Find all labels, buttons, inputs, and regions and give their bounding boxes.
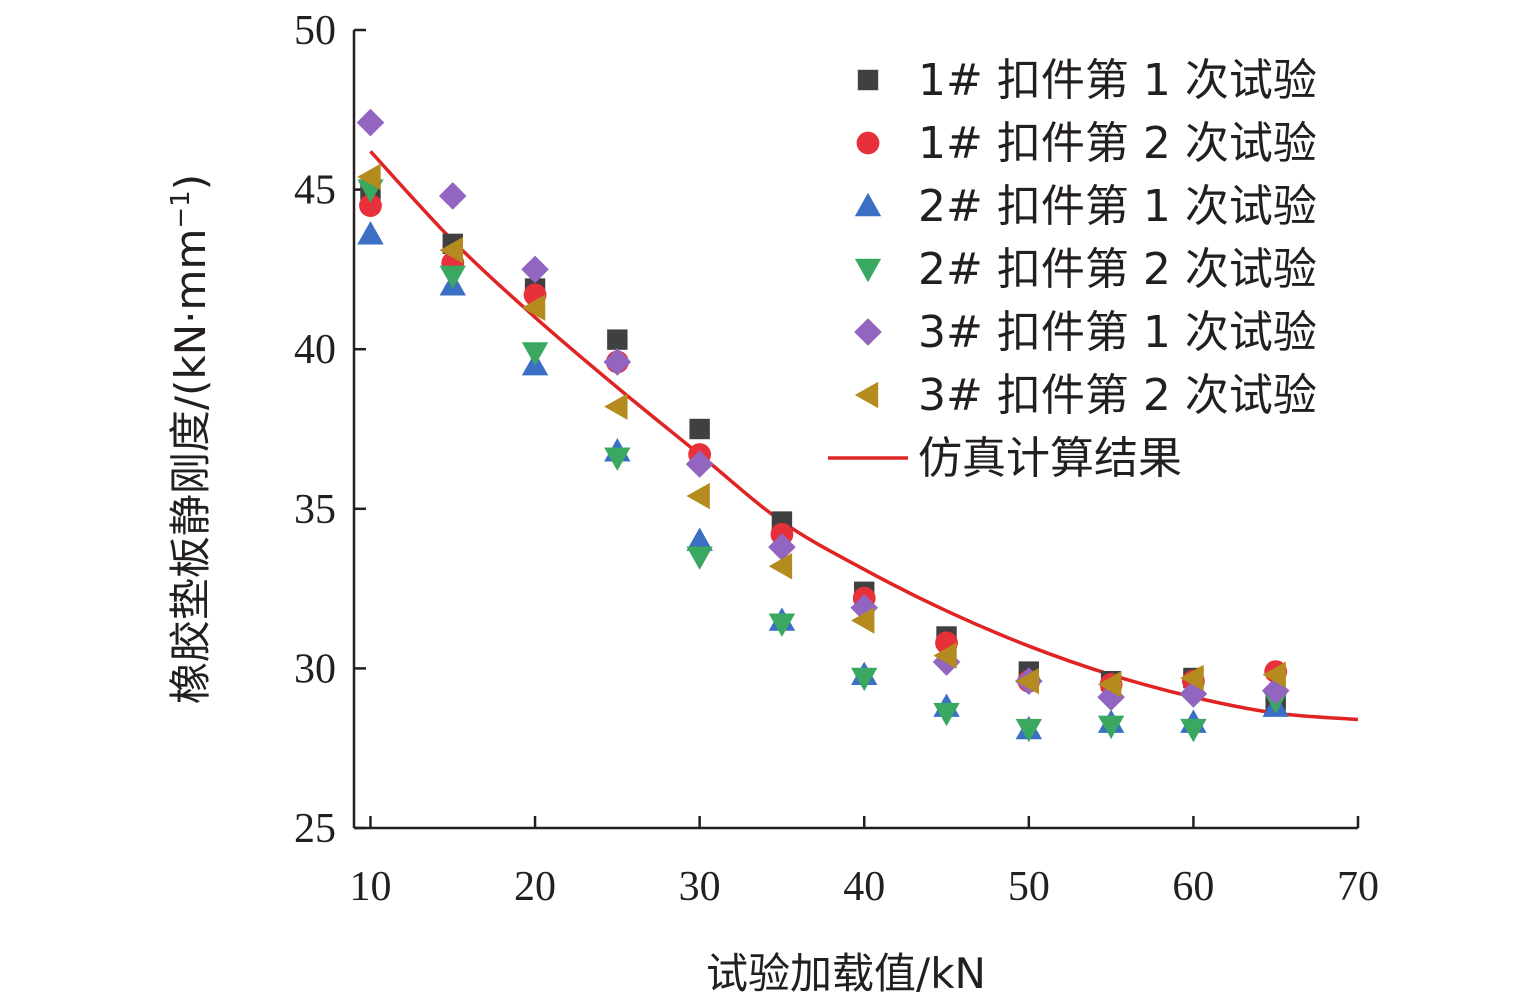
- data-point: [686, 546, 713, 570]
- y-tick-label: 35: [294, 487, 336, 533]
- data-point: [1015, 667, 1040, 695]
- legend-marker: [854, 318, 882, 346]
- x-ticks: 10 20 30 40 50 60 70: [349, 816, 1379, 910]
- data-point: [521, 255, 549, 284]
- y-axis-title-close: ): [166, 174, 215, 190]
- data-point: [851, 607, 875, 634]
- data-point: [521, 342, 549, 366]
- y-axis-title: 橡胶垫板静刚度/(kN·mm−1): [166, 174, 215, 704]
- data-point: [357, 221, 384, 245]
- simulation-curve-group: [369, 150, 1359, 722]
- data-point: [1180, 718, 1207, 743]
- legend-item: 3# 扣件第 1 次试验: [854, 307, 1317, 358]
- y-axis-title-superscript: −1: [166, 190, 196, 228]
- x-tick-label: 30: [679, 864, 721, 910]
- x-tick-label: 10: [349, 864, 391, 910]
- legend-item: 2# 扣件第 1 次试验: [854, 181, 1317, 232]
- y-tick-label: 50: [294, 8, 336, 54]
- data-point: [359, 194, 382, 217]
- x-axis-title: 试验加载值/kN: [706, 949, 986, 998]
- data-point: [933, 702, 960, 727]
- legend-marker: [856, 131, 880, 155]
- legend-label: 2# 扣件第 2 次试验: [918, 244, 1317, 295]
- data-point: [356, 108, 385, 137]
- legend-label: 1# 扣件第 2 次试验: [918, 118, 1317, 169]
- legend-item: 仿真计算结果: [828, 433, 1182, 484]
- data-point: [1262, 661, 1286, 688]
- data-point: [603, 348, 632, 376]
- data-point: [686, 527, 713, 551]
- y-axis-title-main: 橡胶垫板静刚度/(kN·mm: [166, 229, 215, 704]
- legend-label: 仿真计算结果: [918, 433, 1182, 484]
- data-point: [1097, 671, 1122, 698]
- x-tick-label: 40: [843, 864, 885, 910]
- legend-label: 3# 扣件第 2 次试验: [918, 370, 1317, 421]
- x-tick-label: 50: [1008, 864, 1050, 910]
- legend-marker: [857, 69, 879, 91]
- data-point: [851, 667, 878, 692]
- legend: 1# 扣件第 1 次试验 1# 扣件第 2 次试验 2# 扣件第 1 次试验 2# 扣…: [828, 55, 1317, 484]
- y-tick-label: 45: [294, 168, 336, 214]
- x-tick-label: 70: [1337, 864, 1379, 910]
- data-point: [439, 237, 463, 264]
- data-point: [1015, 718, 1043, 743]
- legend-item: 3# 扣件第 2 次试验: [854, 370, 1317, 421]
- data-point: [521, 294, 546, 321]
- data-point: [1180, 664, 1204, 692]
- legend-item: 2# 扣件第 2 次试验: [854, 244, 1317, 295]
- legend-item: 1# 扣件第 1 次试验: [857, 55, 1317, 106]
- data-point: [357, 163, 381, 191]
- data-point: [768, 533, 796, 561]
- data-point: [604, 447, 631, 471]
- data-point: [768, 553, 793, 580]
- data-point: [686, 482, 710, 510]
- data-point: [604, 393, 628, 420]
- data-point: [438, 182, 467, 210]
- legend-marker: [854, 192, 882, 217]
- y-ticks: 25 30 35 40 45 50: [294, 8, 366, 852]
- data-point: [689, 418, 710, 440]
- legend-label: 1# 扣件第 1 次试验: [918, 55, 1317, 106]
- data-point: [768, 613, 796, 637]
- data-point: [685, 450, 714, 478]
- x-tick-label: 60: [1172, 864, 1214, 910]
- data-point: [607, 329, 628, 350]
- legend-marker: [854, 381, 879, 409]
- legend-marker: [854, 258, 882, 283]
- data-point: [1097, 715, 1125, 740]
- x-tick-label: 20: [514, 864, 556, 910]
- data-point: [933, 642, 957, 669]
- axes: 25 30 35 40 45 50 10 20 30 40 50 60 70: [294, 8, 1379, 910]
- y-tick-label: 25: [294, 806, 336, 852]
- legend-label: 3# 扣件第 1 次试验: [918, 307, 1317, 358]
- simulation-curve: [369, 150, 1359, 722]
- legend-item: 1# 扣件第 2 次试验: [856, 118, 1317, 169]
- series-6: [357, 163, 1286, 698]
- legend-label: 2# 扣件第 1 次试验: [918, 181, 1317, 232]
- data-points: [356, 108, 1290, 743]
- data-point: [439, 265, 466, 289]
- y-tick-label: 40: [294, 327, 336, 373]
- series-4: [357, 179, 1289, 743]
- y-tick-label: 30: [294, 646, 336, 692]
